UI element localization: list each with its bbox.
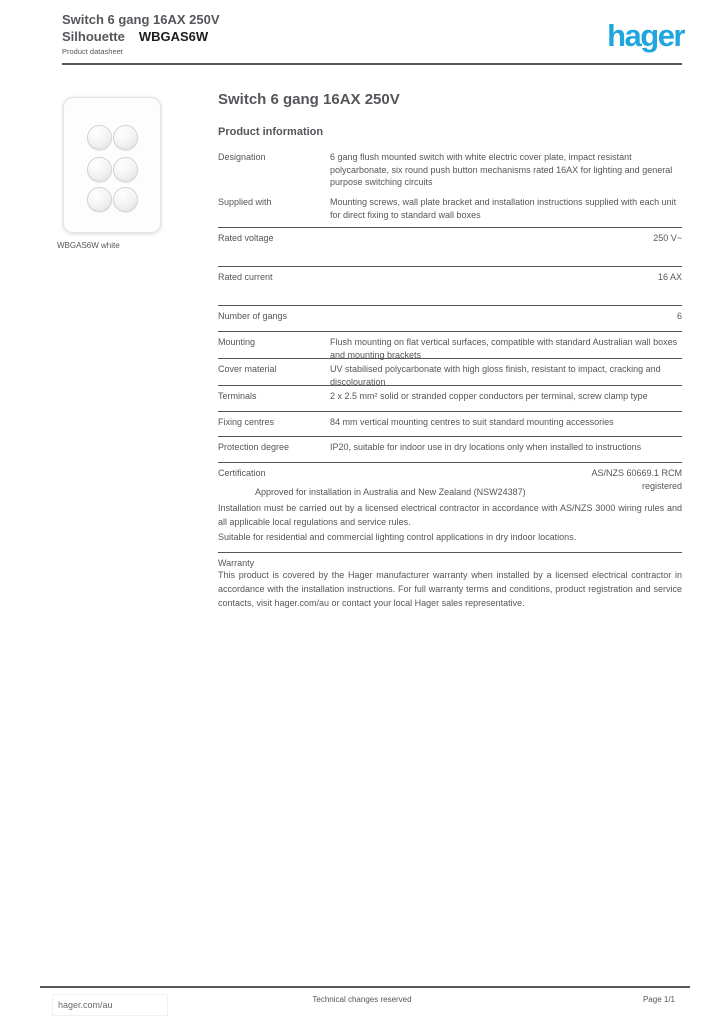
spec-row-label: Cover material: [218, 364, 277, 374]
warranty-label: Warranty: [218, 558, 255, 568]
spec-row: Mounting Flush mounting on flat vertical…: [218, 331, 682, 361]
header-product-title: Switch 6 gang 16AX 250V: [62, 12, 220, 27]
info-row-label: Designation: [218, 152, 266, 162]
switch-button: [113, 125, 138, 150]
spec-row-label: Protection degree: [218, 442, 290, 452]
header-doc-type: Product datasheet: [62, 47, 123, 56]
footer-website-link[interactable]: hager.com/au: [58, 1000, 113, 1010]
footer-page-label: Page 1/1: [642, 995, 675, 1004]
approval-line: Approved for installation in Australia a…: [255, 487, 526, 497]
spec-row: Number of gangs 6: [218, 305, 682, 323]
spec-row: Terminals 2 x 2.5 mm² solid or stranded …: [218, 385, 682, 403]
spec-row-value: UV stabilised polycarbonate with high gl…: [330, 364, 661, 387]
warranty-row: Warranty: [218, 552, 682, 570]
spec-row: Fixing centres 84 mm vertical mounting c…: [218, 411, 682, 429]
certification-row: Certification AS/NZS 60669.1 RCM registe…: [218, 462, 682, 492]
header-range-name: Silhouette: [62, 29, 125, 44]
info-row: Supplied with Mounting screws, wall plat…: [218, 196, 682, 221]
page-title: Switch 6 gang 16AX 250V: [218, 91, 400, 108]
spec-row-value: Flush mounting on flat vertical surfaces…: [330, 337, 678, 360]
warranty-text: This product is covered by the Hager man…: [218, 570, 682, 608]
info-row-value: Mounting screws, wall plate bracket and …: [330, 197, 677, 220]
footer-website-box: hager.com/au: [52, 994, 168, 1016]
product-image-caption: WBGAS6W white: [57, 241, 120, 250]
spec-row: Protection degree IP20, suitable for ind…: [218, 436, 682, 454]
hager-logo: hager: [607, 18, 685, 53]
product-image: [63, 97, 161, 233]
spec-row-label: Mounting: [218, 337, 256, 347]
header-line2: Silhouette WBGAS6W: [62, 29, 208, 44]
footer-divider: [40, 986, 690, 988]
section-heading-product-information: Product information: [218, 126, 324, 138]
info-row-label: Supplied with: [218, 197, 272, 207]
header-divider: [62, 63, 682, 65]
spec-row-value: 250 V~: [653, 233, 682, 243]
info-row-value: 6 gang flush mounted switch with white e…: [330, 152, 673, 187]
certification-label: Certification: [218, 468, 266, 478]
switch-button: [87, 157, 112, 182]
installation-note: Installation must be carried out by a li…: [218, 503, 682, 527]
usage-line: Suitable for residential and commercial …: [218, 532, 577, 542]
header-reference: WBGAS6W: [138, 29, 209, 44]
spec-row-value: IP20, suitable for indoor use in dry loc…: [330, 442, 642, 452]
spec-row-label: Number of gangs: [218, 311, 288, 321]
certification-value-text: AS/NZS 60669.1 RCM registered: [591, 468, 682, 491]
footer-center-note: Technical changes reserved: [312, 995, 412, 1004]
spec-row-value: 16 AX: [657, 272, 682, 282]
switch-button: [113, 187, 138, 212]
spec-row: Rated voltage 250 V~: [218, 227, 682, 245]
spec-row-value: 2 x 2.5 mm² solid or stranded copper con…: [330, 391, 648, 401]
switch-button: [113, 157, 138, 182]
spec-row: Rated current 16 AX: [218, 266, 682, 284]
spec-row-label: Rated voltage: [218, 233, 274, 243]
spec-row-label: Fixing centres: [218, 417, 275, 427]
certification-value: AS/NZS 60669.1 RCM registered: [330, 467, 682, 492]
switch-button: [87, 125, 112, 150]
spec-row-value: 84 mm vertical mounting centres to suit …: [330, 417, 614, 427]
spec-row-value: 6: [676, 311, 682, 321]
info-row: Designation 6 gang flush mounted switch …: [218, 151, 682, 189]
switch-button: [87, 187, 112, 212]
spec-row: Cover material UV stabilised polycarbona…: [218, 358, 682, 388]
spec-row-label: Rated current: [218, 272, 273, 282]
spec-row-label: Terminals: [218, 391, 257, 401]
